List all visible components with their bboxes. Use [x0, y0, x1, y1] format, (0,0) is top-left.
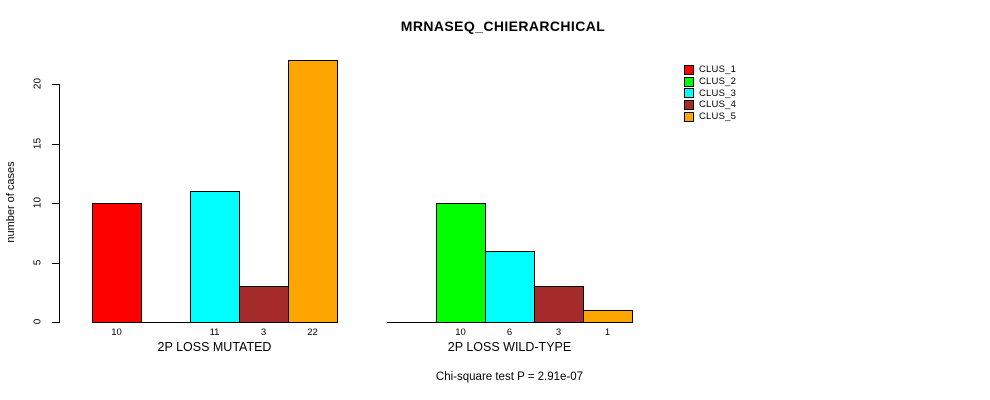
y-tick [52, 263, 59, 264]
x-axis-group-label-wild-type: 2P LOSS WILD-TYPE [447, 340, 572, 354]
y-tick-label: 20 [32, 77, 44, 90]
bar-clus_4-group2 [534, 286, 584, 323]
chart-title: MRNASEQ_CHIERARCHICAL [400, 18, 606, 34]
y-tick [52, 144, 59, 145]
x-axis-group-label-mutated: 2P LOSS MUTATED [157, 340, 272, 354]
bar-value-label: 22 [307, 327, 318, 338]
legend-label-clus_2: CLUS_2 [699, 76, 737, 88]
legend-swatch-clus_4 [684, 99, 694, 110]
legend-item-clus_5: CLUS_5 [684, 111, 736, 123]
bar-value-label: 10 [455, 327, 466, 338]
y-tick-label: 5 [32, 259, 44, 266]
legend-swatch-clus_3 [684, 88, 694, 99]
legend-label-clus_4: CLUS_4 [699, 99, 737, 111]
legend-label-clus_3: CLUS_3 [699, 87, 737, 99]
bar-value-label: 3 [260, 327, 267, 338]
bar-clus_5-group2 [583, 310, 633, 323]
y-axis-line [59, 84, 60, 323]
y-tick-label: 10 [32, 196, 44, 209]
y-tick-label: 15 [32, 137, 44, 150]
legend-swatch-clus_5 [684, 111, 694, 122]
bar-value-label: 3 [555, 327, 562, 338]
bar-value-label: 1 [604, 327, 611, 338]
bar-clus_3-group1 [190, 191, 240, 323]
legend-label-clus_5: CLUS_5 [699, 111, 737, 123]
y-tick [52, 203, 59, 204]
legend-item-clus_3: CLUS_3 [684, 87, 736, 99]
legend-item-clus_2: CLUS_2 [684, 76, 736, 88]
bar-clus_3-group2 [485, 251, 535, 323]
legend: CLUS_1 CLUS_2 CLUS_3 CLUS_4 CLUS_5 [684, 64, 736, 122]
bar-clus_4-group1 [239, 286, 289, 323]
y-tick [52, 84, 59, 85]
bar-value-label: 6 [506, 327, 513, 338]
bar-value-label: 10 [111, 327, 122, 338]
bar-clus_2-group2 [436, 203, 486, 323]
legend-swatch-clus_2 [684, 76, 694, 87]
legend-item-clus_4: CLUS_4 [684, 99, 736, 111]
y-tick-label: 0 [32, 318, 44, 325]
bar-value-label: 11 [209, 327, 220, 338]
legend-item-clus_1: CLUS_1 [684, 64, 736, 76]
bar-clus_1-group1 [92, 203, 142, 323]
legend-label-clus_1: CLUS_1 [699, 64, 737, 76]
y-tick [52, 322, 59, 323]
chi-square-annotation: Chi-square test P = 2.91e-07 [435, 371, 584, 383]
bar-clus_5-group1 [288, 60, 338, 323]
legend-swatch-clus_1 [684, 64, 694, 75]
